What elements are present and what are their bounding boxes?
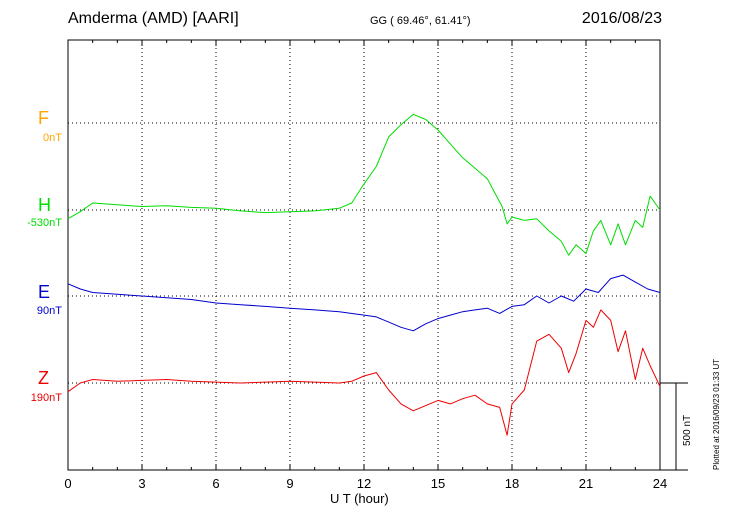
- station-title: Amderma (AMD) [AARI]: [68, 10, 239, 27]
- series-line-e: [67, 274, 661, 332]
- x-tick-label: 24: [653, 476, 667, 491]
- x-tick-label: 6: [212, 476, 219, 491]
- station-coordinates: GG ( 69.46°, 61.41°): [370, 15, 471, 27]
- series-baseline-z: 190nT: [30, 392, 62, 404]
- series-label-e: E: [38, 282, 51, 302]
- x-tick-label: 0: [64, 476, 71, 491]
- x-axis: 0 3 6 9 12 15 18 21 24: [64, 40, 667, 491]
- x-axis-label: U T (hour): [330, 491, 389, 506]
- series-line-h: [67, 113, 661, 256]
- series-line-z: [67, 309, 661, 436]
- x-tick-label: 21: [579, 476, 593, 491]
- x-tick-label: 3: [138, 476, 145, 491]
- series-label-f: F: [38, 108, 49, 128]
- series-label-h: H: [38, 195, 51, 215]
- plot-date: 2016/08/23: [581, 10, 662, 27]
- grid: [68, 40, 660, 470]
- series-layer: [67, 113, 661, 436]
- x-tick-label: 12: [357, 476, 371, 491]
- plotted-at-note: Plotted at 2016/09/23 01:33 UT: [712, 358, 721, 470]
- scale-bar-label: 500 nT: [682, 414, 693, 446]
- x-tick-label: 15: [431, 476, 445, 491]
- series-baseline-h: -530nT: [27, 217, 62, 229]
- x-tick-label: 18: [505, 476, 519, 491]
- scale-bar: [660, 382, 688, 471]
- series-baseline-f: 0nT: [43, 132, 62, 144]
- x-tick-label: 9: [286, 476, 293, 491]
- series-baseline-e: 90nT: [36, 305, 62, 317]
- series-label-z: Z: [38, 368, 49, 388]
